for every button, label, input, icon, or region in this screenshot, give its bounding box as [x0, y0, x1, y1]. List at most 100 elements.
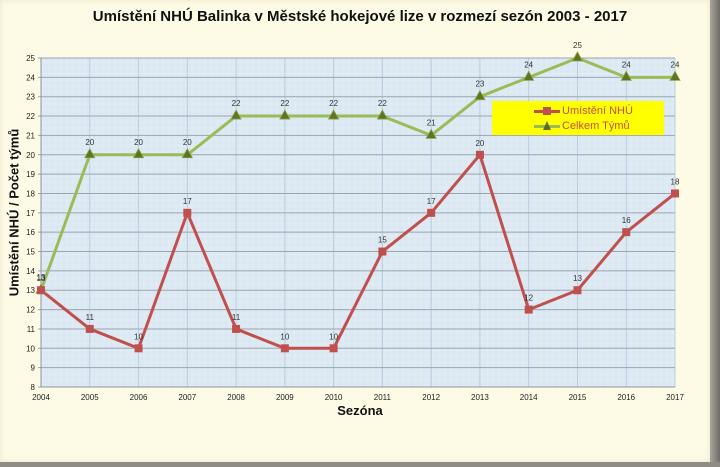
y-tick-label: 10 [26, 344, 35, 353]
legend-label: Celkem Týmů [562, 120, 630, 132]
data-point-triangle [523, 70, 535, 81]
frame-shadow-bottom [0, 462, 720, 467]
data-label: 20 [183, 138, 192, 147]
data-label: 20 [85, 138, 94, 147]
y-tick-label: 17 [26, 209, 35, 218]
y-tick-label: 22 [26, 112, 35, 121]
y-tick-label: 14 [26, 267, 35, 276]
data-label: 13 [573, 274, 582, 283]
data-point-triangle [571, 51, 584, 62]
x-tick-label: 2015 [569, 393, 587, 402]
data-label: 22 [280, 99, 289, 108]
data-label: 25 [573, 41, 582, 50]
x-tick-label: 2010 [325, 393, 343, 402]
y-tick-label: 24 [26, 73, 35, 82]
x-tick-label: 2005 [81, 393, 99, 402]
data-point-square [671, 189, 679, 198]
x-tick-label: 2004 [32, 393, 50, 402]
x-tick-label: 2012 [422, 393, 440, 402]
x-tick-label: 2016 [617, 393, 635, 402]
data-point-triangle [181, 147, 193, 159]
data-point-square [85, 324, 94, 333]
data-point-square [280, 344, 289, 353]
data-label: 20 [134, 138, 143, 147]
x-tick-label: 2009 [276, 393, 294, 402]
data-point-triangle [279, 109, 291, 120]
data-point-square [475, 150, 484, 159]
data-label: 11 [86, 313, 95, 322]
x-axis-title: Sezóna [337, 403, 383, 418]
data-point-square [232, 324, 241, 333]
x-tick-label: 2014 [520, 393, 538, 402]
legend-item-celkem: Celkem Týmů [534, 119, 630, 133]
y-tick-label: 23 [26, 93, 35, 102]
x-tick-label: 2008 [227, 393, 245, 402]
y-tick-label: 9 [31, 364, 36, 373]
data-label: 20 [475, 139, 484, 148]
y-tick-label: 25 [26, 54, 35, 63]
data-point-square [378, 247, 387, 256]
data-label: 10 [329, 332, 338, 341]
data-point-triangle [327, 109, 340, 120]
data-point-square [183, 208, 192, 217]
data-label: 17 [183, 197, 192, 206]
y-tick-label: 20 [26, 151, 35, 160]
data-point-triangle [132, 147, 145, 159]
data-point-triangle [669, 70, 681, 81]
data-point-square [524, 305, 533, 314]
data-point-triangle [230, 109, 242, 120]
legend-item-umisteni: Umístění NHÚ [534, 104, 633, 118]
x-tick-label: 2011 [374, 393, 392, 402]
data-point-square [573, 286, 582, 295]
data-point-triangle [84, 147, 96, 159]
data-label: 24 [671, 60, 680, 69]
x-tick-label: 2007 [178, 393, 196, 402]
data-label: 11 [232, 313, 241, 322]
data-label: 18 [671, 177, 680, 186]
y-tick-label: 11 [27, 325, 36, 334]
chart-legend: Umístění NHÚ Celkem Týmů [492, 101, 664, 135]
data-label: 23 [475, 80, 484, 89]
data-point-square [622, 228, 631, 237]
data-point-triangle [376, 109, 389, 120]
y-tick-label: 19 [26, 170, 35, 179]
frame-shadow-right [710, 0, 720, 467]
data-point-square [329, 344, 338, 353]
series-line [39, 56, 675, 291]
data-point-square [134, 344, 143, 353]
y-tick-label: 13 [26, 286, 35, 295]
data-label: 13 [37, 274, 46, 283]
legend-label: Umístění NHÚ [562, 105, 633, 117]
data-label: 17 [427, 197, 436, 206]
x-tick-label: 2013 [471, 393, 489, 402]
data-label: 10 [134, 332, 143, 341]
data-label: 22 [329, 99, 338, 108]
series-line [40, 153, 676, 350]
data-label: 15 [378, 236, 387, 245]
y-tick-label: 12 [26, 306, 35, 315]
data-label: 22 [378, 99, 387, 108]
data-point-square [427, 208, 436, 217]
data-label: 16 [622, 216, 631, 225]
y-tick-label: 16 [26, 228, 35, 237]
data-point-square [37, 286, 45, 295]
triangle-marker-icon [534, 120, 560, 132]
data-label: 12 [524, 294, 533, 303]
data-label: 22 [232, 99, 241, 108]
data-point-triangle [474, 89, 486, 101]
data-label: 21 [427, 118, 436, 127]
y-tick-label: 18 [26, 189, 35, 198]
y-tick-label: 8 [31, 383, 36, 392]
data-label: 10 [280, 332, 289, 341]
data-label: 24 [622, 60, 631, 69]
data-point-triangle [620, 70, 632, 81]
x-tick-label: 2006 [130, 393, 148, 402]
square-marker-icon [534, 105, 560, 117]
data-label: 24 [524, 60, 533, 69]
data-point-triangle [425, 128, 437, 139]
y-tick-label: 15 [26, 248, 35, 257]
y-tick-label: 21 [26, 131, 35, 140]
chart-title: Umístění NHÚ Balinka v Městské hokejové … [92, 8, 628, 25]
data-label: 13 [37, 273, 46, 282]
